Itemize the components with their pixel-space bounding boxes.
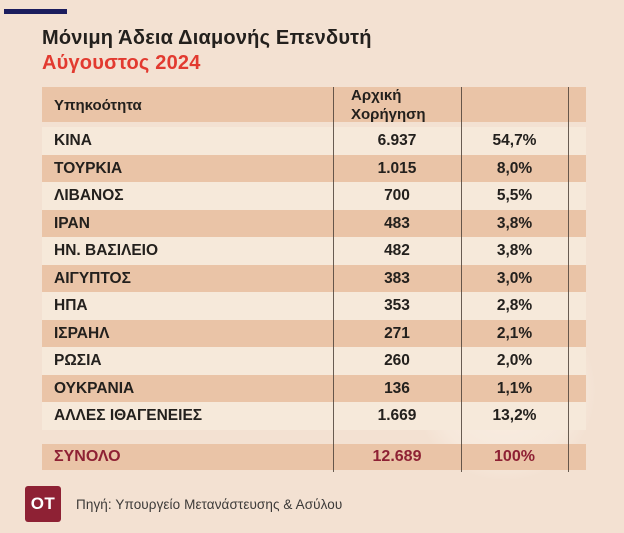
cell-percentage: 2,8% [496, 297, 533, 315]
table-row: ΤΟΥΡΚΙΑ 1.015 8,0% [42, 154, 586, 182]
source-text: Πηγή: Υπουργείο Μετανάστευσης & Ασύλου [76, 496, 343, 512]
cell-country: ΙΡΑΝ [54, 214, 90, 232]
cell-value: 6.937 [377, 132, 417, 150]
table-row: ΑΛΛΕΣ ΙΘΑΓΕΝΕΙΕΣ 1.669 13,2% [42, 402, 586, 430]
column-divider-1 [333, 87, 335, 472]
cell-percentage: 1,1% [496, 379, 533, 397]
cell-value: 271 [384, 324, 410, 342]
cell-country: ΡΩΣΙΑ [54, 352, 102, 370]
column-divider-2 [461, 87, 463, 472]
cell-value: 383 [384, 269, 410, 287]
cell-country: ΟΥΚΡΑΝΙΑ [54, 379, 135, 397]
cell-country: ΛΙΒΑΝΟΣ [54, 187, 124, 205]
cell-value: 136 [384, 379, 410, 397]
cell-country: ΑΙΓΥΠΤΟΣ [54, 269, 131, 287]
cell-value: 482 [384, 242, 410, 260]
total-percentage: 100% [494, 447, 535, 465]
cell-percentage: 2,1% [496, 324, 533, 342]
table-row: ΡΩΣΙΑ 260 2,0% [42, 347, 586, 375]
cell-value: 483 [384, 214, 410, 232]
table-row: ΑΙΓΥΠΤΟΣ 383 3,0% [42, 264, 586, 292]
cell-country: ΑΛΛΕΣ ΙΘΑΓΕΝΕΙΕΣ [54, 407, 203, 425]
ot-logo: OT [25, 486, 61, 522]
cell-country: ΤΟΥΡΚΙΑ [54, 159, 123, 177]
cell-value: 1.669 [377, 407, 417, 425]
cell-percentage: 5,5% [496, 187, 533, 205]
table-body: ΚΙΝΑ 6.937 54,7% ΤΟΥΡΚΙΑ 1.015 8,0% ΛΙΒΑΝΟΣ 700… [42, 127, 586, 430]
brand-accent-line [4, 9, 67, 14]
cell-country: ΗΝ. ΒΑΣΙΛΕΙΟ [54, 242, 159, 260]
cell-country: ΙΣΡΑΗΛ [54, 324, 110, 342]
column-divider-3 [568, 87, 570, 472]
table-header-row: Υπηκοότητα Αρχική Χορήγηση [42, 87, 586, 123]
table-row: ΙΣΡΑΗΛ 271 2,1% [42, 319, 586, 347]
table-row: ΟΥΚΡΑΝΙΑ 136 1,1% [42, 374, 586, 402]
cell-percentage: 13,2% [492, 407, 537, 425]
page-title: Μόνιμη Άδεια Διαμονής Επενδυτή [42, 27, 372, 49]
cell-percentage: 2,0% [496, 352, 533, 370]
column-header-nationality: Υπηκοότητα [54, 96, 142, 114]
column-header-initial-grant: Αρχική Χορήγηση [351, 87, 426, 123]
total-gap [42, 430, 586, 444]
page-subtitle: Αύγουστος 2024 [42, 52, 201, 74]
cell-percentage: 8,0% [496, 159, 533, 177]
table-row: ΗΠΑ 353 2,8% [42, 292, 586, 320]
table-total-row: ΣΥΝΟΛΟ 12.689 100% [42, 443, 586, 470]
cell-percentage: 3,8% [496, 214, 533, 232]
cell-percentage: 3,0% [496, 269, 533, 287]
total-value: 12.689 [372, 447, 422, 465]
cell-percentage: 3,8% [496, 242, 533, 260]
cell-value: 353 [384, 297, 410, 315]
total-label: ΣΥΝΟΛΟ [54, 447, 121, 465]
data-table: Υπηκοότητα Αρχική Χορήγηση ΚΙΝΑ 6.937 54,7… [42, 87, 586, 472]
cell-value: 700 [384, 187, 410, 205]
cell-country: ΚΙΝΑ [54, 132, 92, 150]
table-row: ΙΡΑΝ 483 3,8% [42, 209, 586, 237]
cell-value: 1.015 [377, 159, 417, 177]
table-row: ΗΝ. ΒΑΣΙΛΕΙΟ 482 3,8% [42, 237, 586, 265]
footer: OT Πηγή: Υπουργείο Μετανάστευσης & Ασύλο… [25, 486, 342, 522]
table-row: ΚΙΝΑ 6.937 54,7% [42, 127, 586, 155]
cell-country: ΗΠΑ [54, 297, 88, 315]
table-row: ΛΙΒΑΝΟΣ 700 5,5% [42, 182, 586, 210]
cell-percentage: 54,7% [492, 132, 537, 150]
cell-value: 260 [384, 352, 410, 370]
